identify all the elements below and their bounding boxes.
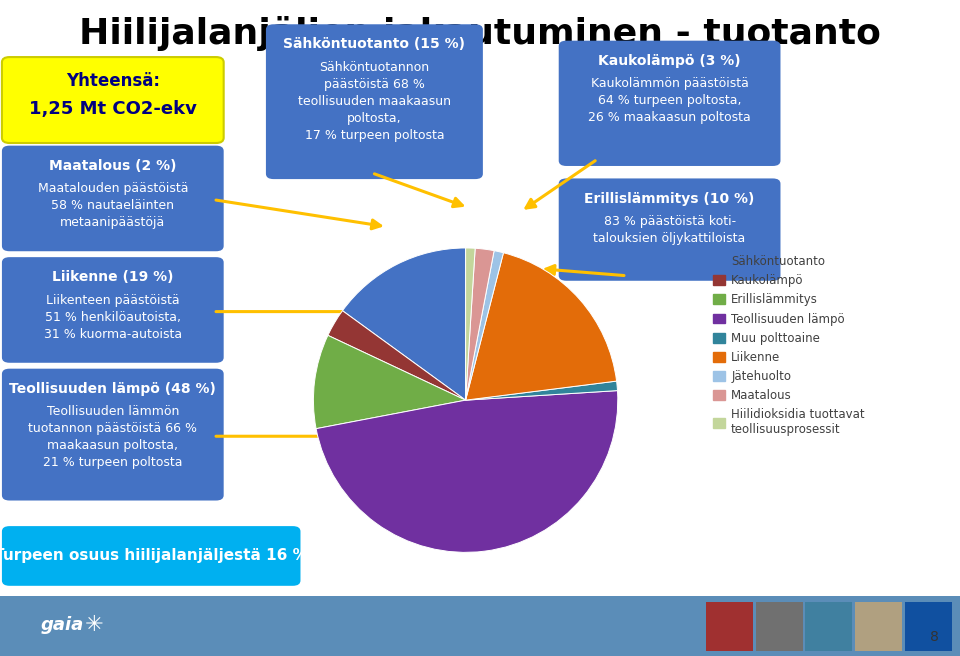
Wedge shape [328,311,466,400]
Text: Liikenne (19 %): Liikenne (19 %) [52,270,174,284]
Text: 83 % päästöistä koti-
talouksien öljykattiloista: 83 % päästöistä koti- talouksien öljykat… [593,215,746,245]
Text: Yhteensä:: Yhteensä: [66,72,159,90]
FancyBboxPatch shape [2,369,224,501]
FancyBboxPatch shape [905,602,952,651]
Text: Sähköntuotannon
päästöistä 68 %
teollisuuden maakaasun
poltosta,
17 % turpeen po: Sähköntuotannon päästöistä 68 % teollisu… [298,61,451,142]
FancyBboxPatch shape [805,602,852,651]
Text: Kaukolämmön päästöistä
64 % turpeen poltosta,
26 % maakaasun poltosta: Kaukolämmön päästöistä 64 % turpeen polt… [588,77,751,125]
FancyBboxPatch shape [2,57,224,143]
Text: Kaukolämpö (3 %): Kaukolämpö (3 %) [598,54,741,68]
Wedge shape [466,251,503,400]
Text: Teollisuuden lämpö (48 %): Teollisuuden lämpö (48 %) [10,382,216,396]
FancyBboxPatch shape [2,526,300,586]
Text: 1,25 Mt CO2-ekv: 1,25 Mt CO2-ekv [29,100,197,117]
Text: Turpeen osuus hiilijalanjäljestä 16 %: Turpeen osuus hiilijalanjäljestä 16 % [0,548,308,564]
Text: Teollisuuden lämmön
tuotannon päästöistä 66 %
maakaasun poltosta,
21 % turpeen p: Teollisuuden lämmön tuotannon päästöistä… [28,405,198,470]
Wedge shape [466,248,475,400]
FancyBboxPatch shape [2,146,224,251]
Text: Sähköntuotanto (15 %): Sähköntuotanto (15 %) [283,37,466,51]
Text: gaia: gaia [40,615,84,634]
FancyBboxPatch shape [756,602,803,651]
FancyBboxPatch shape [855,602,902,651]
FancyBboxPatch shape [559,178,780,281]
Wedge shape [316,390,618,552]
FancyBboxPatch shape [2,257,224,363]
Text: Liikenteen päästöistä
51 % henkilöautoista,
31 % kuorma-autoista: Liikenteen päästöistä 51 % henkilöautois… [44,294,181,341]
Text: Erillislämmitys (10 %): Erillislämmitys (10 %) [585,192,755,205]
Text: Maatalouden päästöistä
58 % nautaeläinten
metaanipäästöjä: Maatalouden päästöistä 58 % nautaeläinte… [37,182,188,230]
Text: Hiilijalanjäljen jakautuminen - tuotanto: Hiilijalanjäljen jakautuminen - tuotanto [79,16,881,51]
Text: ✳: ✳ [84,615,104,634]
Text: Maatalous (2 %): Maatalous (2 %) [49,159,177,173]
Wedge shape [466,248,494,400]
Wedge shape [343,248,466,400]
Text: 8: 8 [930,630,939,644]
FancyBboxPatch shape [0,596,960,656]
Wedge shape [466,381,617,400]
FancyBboxPatch shape [266,24,483,179]
Legend: Sähköntuotanto, Kaukolämpö, Erillislämmitys, Teollisuuden lämpö, Muu polttoaine,: Sähköntuotanto, Kaukolämpö, Erillislämmi… [713,255,865,436]
Wedge shape [313,335,466,428]
FancyBboxPatch shape [559,41,780,166]
FancyBboxPatch shape [706,602,753,651]
Wedge shape [466,253,616,400]
